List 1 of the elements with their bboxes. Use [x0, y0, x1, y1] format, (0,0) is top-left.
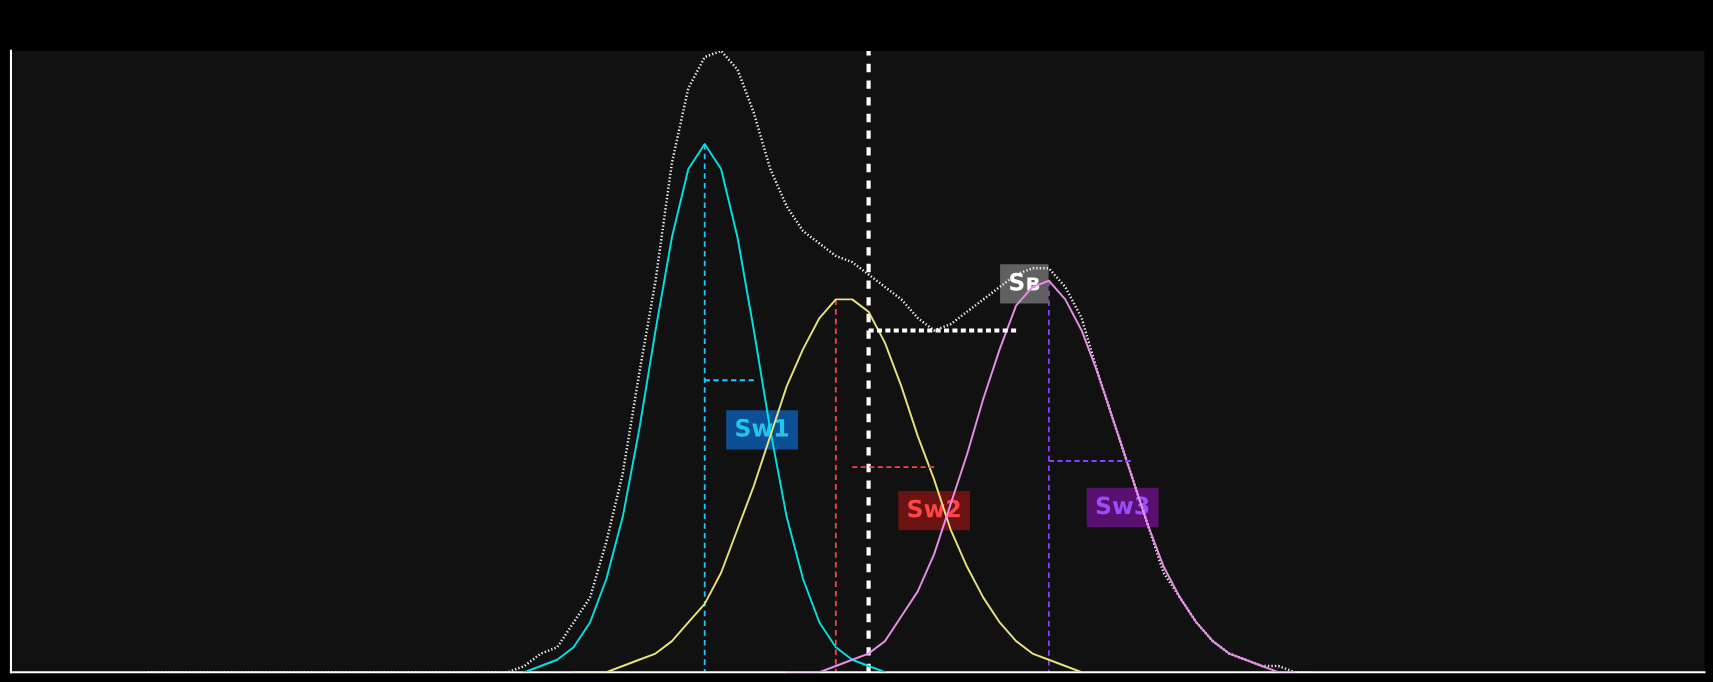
annotation: Sʙ [1010, 272, 1040, 291]
